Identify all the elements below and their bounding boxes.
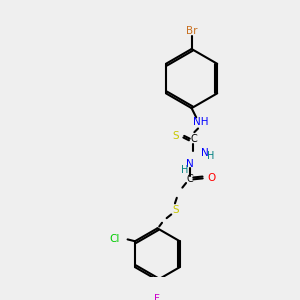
Text: Br: Br [186,26,197,35]
Text: F: F [154,293,160,300]
Text: NH: NH [193,117,208,127]
Text: Cl: Cl [110,234,120,244]
Text: N: N [186,159,194,169]
Text: C: C [186,174,193,184]
Text: S: S [172,205,179,215]
Text: H: H [181,165,188,175]
Text: O: O [207,173,215,183]
Text: C: C [190,134,197,144]
Text: H: H [207,151,215,161]
Text: S: S [172,131,179,141]
Text: N: N [201,148,208,158]
